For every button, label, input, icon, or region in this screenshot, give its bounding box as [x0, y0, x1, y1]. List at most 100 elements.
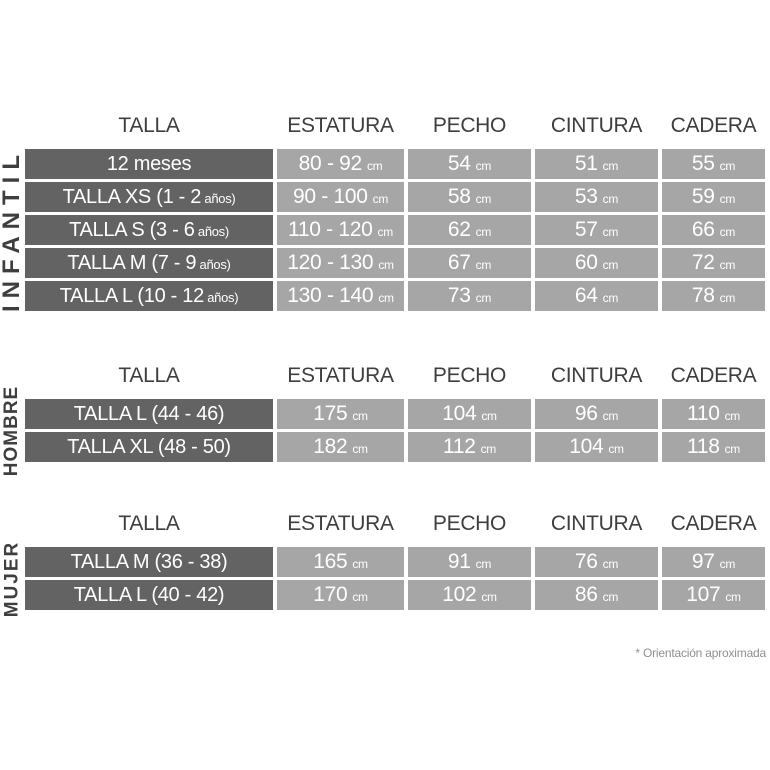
measure-unit: cm: [602, 192, 619, 206]
column-header-talla: TALLA: [118, 114, 180, 137]
measure-unit: cm: [475, 192, 492, 206]
measure-unit: cm: [602, 291, 619, 305]
measure-unit: cm: [378, 258, 394, 272]
measure-value: 104: [569, 435, 604, 458]
measure-value: 175: [313, 402, 348, 425]
cintura-cell: 51 cm: [535, 149, 658, 179]
cintura-cell: 60 cm: [535, 248, 658, 278]
measure-value: 182: [313, 435, 348, 458]
measure-unit: cm: [475, 258, 492, 272]
talla-label: TALLA L (40 - 42): [73, 584, 225, 606]
measure-unit: cm: [352, 409, 368, 423]
talla-label: TALLA XS (1 - 2: [62, 186, 202, 208]
talla-cell: TALLA M (7 - 9 años): [25, 248, 273, 278]
table-row: TALLA L (44 - 46) 175 cm 104 cm 96 cm 110 cm: [25, 399, 765, 429]
table-row: 12 meses 80 - 92 cm 54 cm 51 cm 55 cm: [25, 149, 765, 179]
section-label-text: INFANTIL: [0, 148, 25, 312]
measure-value: 170: [313, 583, 348, 606]
talla-label: TALLA L (44 - 46): [73, 403, 225, 425]
measure-unit: cm: [719, 557, 736, 571]
pecho-cell: 102 cm: [408, 580, 531, 610]
footnote: * Orientación aproximada: [635, 646, 766, 660]
measure-value: 72: [691, 251, 715, 274]
measure-value: 91: [447, 550, 471, 573]
cintura-cell: 96 cm: [535, 399, 658, 429]
table-row: TALLA S (3 - 6 años) 110 - 120 cm 62 cm 57…: [25, 215, 765, 245]
column-header-cintura: CINTURA: [550, 114, 643, 137]
measure-unit: cm: [719, 192, 736, 206]
measure-value: 104: [442, 402, 477, 425]
estatura-cell: 110 - 120 cm: [277, 215, 404, 245]
talla-label: TALLA M (36 - 38): [70, 551, 228, 573]
measure-unit: cm: [719, 291, 736, 305]
cadera-cell: 97 cm: [662, 547, 765, 577]
section-label-hombre: HOMBRE: [0, 385, 24, 475]
cintura-cell: 53 cm: [535, 182, 658, 212]
cadera-cell: 66 cm: [662, 215, 765, 245]
table-mujer: TALLA ESTATURA PECHO CINTURA CADERA TALL…: [25, 508, 765, 613]
measure-unit: cm: [608, 442, 624, 456]
measure-unit: cm: [719, 225, 736, 239]
measure-unit: cm: [602, 557, 619, 571]
measure-unit: cm: [475, 557, 492, 571]
header-row: TALLA ESTATURA PECHO CINTURA CADERA: [25, 110, 765, 142]
section-label-infantil: INFANTIL: [0, 148, 25, 312]
measure-unit: cm: [602, 159, 619, 173]
measure-value: 86: [574, 583, 598, 606]
cintura-cell: 76 cm: [535, 547, 658, 577]
estatura-cell: 90 - 100 cm: [277, 182, 404, 212]
measure-unit: cm: [602, 590, 619, 604]
talla-label-small: años): [201, 191, 236, 206]
measure-unit: cm: [475, 291, 492, 305]
header-row: TALLA ESTATURA PECHO CINTURA CADERA: [25, 508, 765, 540]
table-row: TALLA L (10 - 12 años) 130 - 140 cm 73 cm …: [25, 281, 765, 311]
measure-value: 78: [691, 284, 715, 307]
measure-unit: cm: [352, 590, 368, 604]
measure-unit: cm: [602, 409, 619, 423]
measure-unit: cm: [475, 159, 492, 173]
cintura-cell: 64 cm: [535, 281, 658, 311]
cintura-cell: 57 cm: [535, 215, 658, 245]
measure-value: 110: [687, 402, 720, 425]
talla-cell: TALLA L (10 - 12 años): [25, 281, 273, 311]
estatura-cell: 170 cm: [277, 580, 404, 610]
talla-label-small: años): [203, 290, 239, 305]
talla-cell: TALLA L (44 - 46): [25, 399, 273, 429]
pecho-cell: 112 cm: [408, 432, 531, 462]
measure-value: 57: [574, 218, 598, 241]
measure-unit: cm: [366, 159, 383, 173]
cintura-cell: 86 cm: [535, 580, 658, 610]
column-header-estatura: ESTATURA: [287, 512, 394, 535]
measure-value: 80 - 92: [298, 152, 363, 175]
measure-value: 58: [447, 185, 471, 208]
pecho-cell: 54 cm: [408, 149, 531, 179]
talla-cell: 12 meses: [25, 149, 273, 179]
measure-unit: cm: [352, 442, 368, 456]
pecho-cell: 58 cm: [408, 182, 531, 212]
measure-value: 64: [574, 284, 598, 307]
measure-unit: cm: [378, 291, 394, 305]
measure-unit: cm: [480, 442, 497, 456]
cadera-cell: 59 cm: [662, 182, 765, 212]
cadera-cell: 55 cm: [662, 149, 765, 179]
cintura-cell: 104 cm: [535, 432, 658, 462]
column-header-talla: TALLA: [118, 512, 180, 535]
measure-value: 59: [691, 185, 715, 208]
column-header-pecho: PECHO: [432, 114, 507, 137]
pecho-cell: 104 cm: [408, 399, 531, 429]
table-hombre: TALLA ESTATURA PECHO CINTURA CADERA TALL…: [25, 360, 765, 465]
talla-label-small: años): [194, 224, 229, 239]
measure-unit: cm: [719, 258, 736, 272]
measure-value: 51: [574, 152, 598, 175]
column-header-talla: TALLA: [118, 364, 180, 387]
table-row: TALLA XL (48 - 50) 182 cm 112 cm 104 cm 118…: [25, 432, 765, 462]
estatura-cell: 80 - 92 cm: [277, 149, 404, 179]
talla-cell: TALLA M (36 - 38): [25, 547, 273, 577]
estatura-cell: 182 cm: [277, 432, 404, 462]
column-header-cadera: CADERA: [670, 364, 757, 387]
column-header-pecho: PECHO: [432, 512, 507, 535]
talla-label: TALLA XL (48 - 50): [67, 436, 231, 458]
measure-unit: cm: [602, 225, 619, 239]
pecho-cell: 67 cm: [408, 248, 531, 278]
column-header-pecho: PECHO: [432, 364, 507, 387]
